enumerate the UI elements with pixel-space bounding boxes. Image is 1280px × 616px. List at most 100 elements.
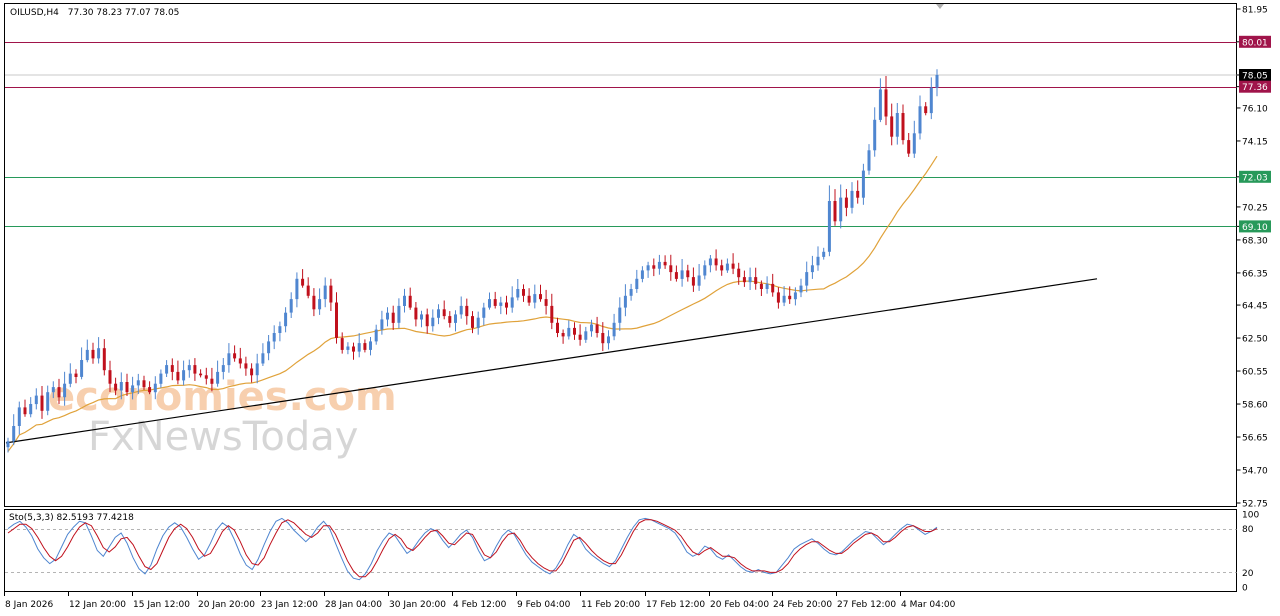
candle [329, 278, 333, 311]
candle [578, 324, 582, 346]
candle [720, 259, 724, 276]
candle [584, 326, 588, 343]
candle [737, 262, 741, 285]
current-price-label: 78.05 [1242, 72, 1268, 82]
price-tick: 77.36 [1236, 80, 1271, 93]
candle [261, 343, 265, 366]
candle [91, 342, 95, 364]
candle [459, 296, 463, 319]
candle [929, 77, 933, 120]
candle [476, 311, 480, 335]
candle [403, 288, 406, 313]
candle [884, 76, 888, 126]
candle [878, 78, 882, 123]
candle [442, 300, 446, 320]
price-tick-label: 68.30 [1242, 236, 1268, 246]
candle [799, 278, 803, 298]
time-tick: 27 Feb 12:00 [836, 592, 896, 610]
price-tick: 64.45 [1236, 302, 1268, 312]
candle [97, 337, 101, 364]
candle [890, 103, 894, 146]
candle [561, 329, 565, 344]
price-tick-label: 70.25 [1242, 203, 1268, 213]
candle [742, 270, 746, 287]
candle [204, 367, 208, 385]
stochastic-level-label: 20 [1242, 569, 1254, 579]
time-tick-label: 11 Feb 20:00 [581, 600, 640, 610]
candle [901, 104, 905, 145]
candle [601, 322, 605, 351]
candle [301, 269, 305, 288]
candle [703, 260, 707, 280]
candle [533, 284, 537, 309]
candle [816, 246, 820, 271]
time-tick-label: 17 Feb 12:00 [646, 600, 705, 610]
candle [63, 371, 67, 406]
level-price-label: 69.10 [1242, 223, 1268, 233]
candle [425, 308, 429, 334]
time-tick: 15 Jan 12:00 [132, 592, 190, 610]
candle [318, 288, 322, 315]
candle [810, 255, 814, 279]
candle [771, 273, 775, 297]
candle [199, 369, 203, 378]
time-tick-label: 20 Jan 20:00 [198, 600, 255, 610]
candle [148, 381, 152, 395]
candle [680, 259, 684, 287]
candle [595, 316, 599, 338]
candle [776, 287, 780, 309]
candle [873, 107, 877, 157]
candle [833, 189, 837, 226]
candle [674, 265, 678, 282]
candle [516, 279, 520, 301]
price-tick: 56.65 [1236, 434, 1268, 444]
price-tick: 72.03 [1236, 170, 1271, 183]
price-tick-label: 81.95 [1242, 6, 1268, 16]
candle [912, 120, 916, 158]
candle [244, 356, 248, 376]
candle [159, 369, 163, 388]
candle [386, 307, 389, 327]
levels-layer [5, 42, 1237, 227]
candle [714, 249, 718, 271]
time-tick: 9 Feb 04:00 [516, 592, 571, 610]
level-price-label: 72.03 [1242, 173, 1268, 183]
price-tick: 76.10 [1236, 105, 1268, 115]
time-tick: 17 Feb 12:00 [645, 592, 705, 610]
candle [340, 332, 344, 354]
price-tick: 78.05 [1236, 69, 1271, 82]
candle [46, 385, 50, 416]
candle [233, 345, 237, 362]
candle [618, 297, 622, 331]
candle [522, 284, 525, 302]
candle [12, 414, 16, 446]
candle [85, 339, 89, 363]
time-tick: 20 Jan 20:00 [197, 592, 255, 610]
candle [754, 267, 758, 290]
candle [289, 292, 293, 318]
price-tick: 62.50 [1236, 335, 1268, 345]
candle [369, 337, 372, 356]
time-tick: 11 Feb 20:00 [580, 592, 640, 610]
candle [708, 255, 712, 273]
trendline [5, 278, 1098, 444]
price-tick: 68.30 [1236, 236, 1268, 246]
candle [6, 437, 10, 453]
candle [153, 376, 157, 400]
candle [788, 286, 792, 304]
candle [142, 375, 146, 390]
candle [68, 363, 72, 388]
candle [34, 388, 38, 410]
candle [640, 266, 644, 283]
price-tick-label: 76.10 [1242, 105, 1268, 115]
candle [856, 180, 860, 204]
candle [176, 360, 180, 385]
stochastic-panel-frame [4, 509, 1237, 592]
price-tick-label: 62.50 [1242, 335, 1268, 345]
candle [731, 253, 735, 275]
stochastic-layer: 100 80 20 0 [5, 511, 1259, 594]
candle [861, 163, 865, 205]
candle [306, 277, 310, 299]
candle [74, 369, 78, 384]
time-tick: 12 Jan 20:00 [68, 592, 126, 610]
